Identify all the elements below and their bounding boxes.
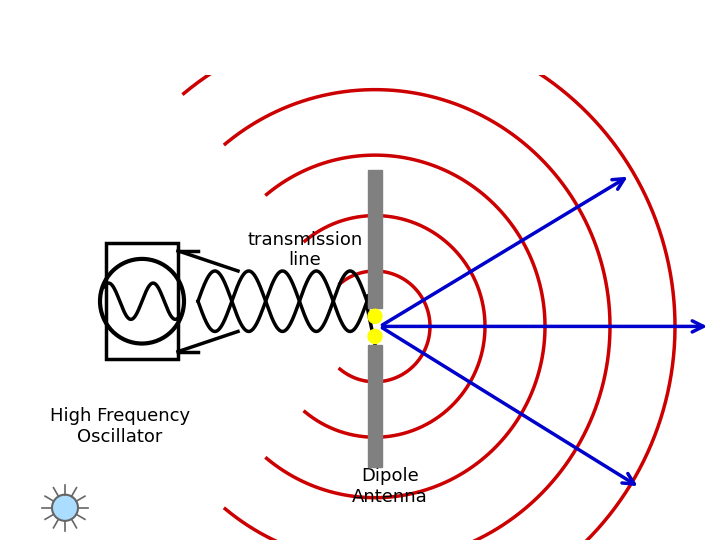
Text: High Frequency
Oscillator: High Frequency Oscillator — [50, 407, 190, 446]
Bar — [368, 345, 382, 468]
Circle shape — [52, 495, 78, 521]
Circle shape — [368, 309, 382, 323]
Text: How radio waves are produced: How radio waves are produced — [29, 21, 659, 54]
Bar — [368, 170, 382, 308]
Circle shape — [368, 329, 382, 343]
Text: Dipole
Antenna: Dipole Antenna — [352, 468, 428, 507]
Text: transmission
line: transmission line — [248, 231, 363, 269]
Bar — [106, 244, 178, 359]
